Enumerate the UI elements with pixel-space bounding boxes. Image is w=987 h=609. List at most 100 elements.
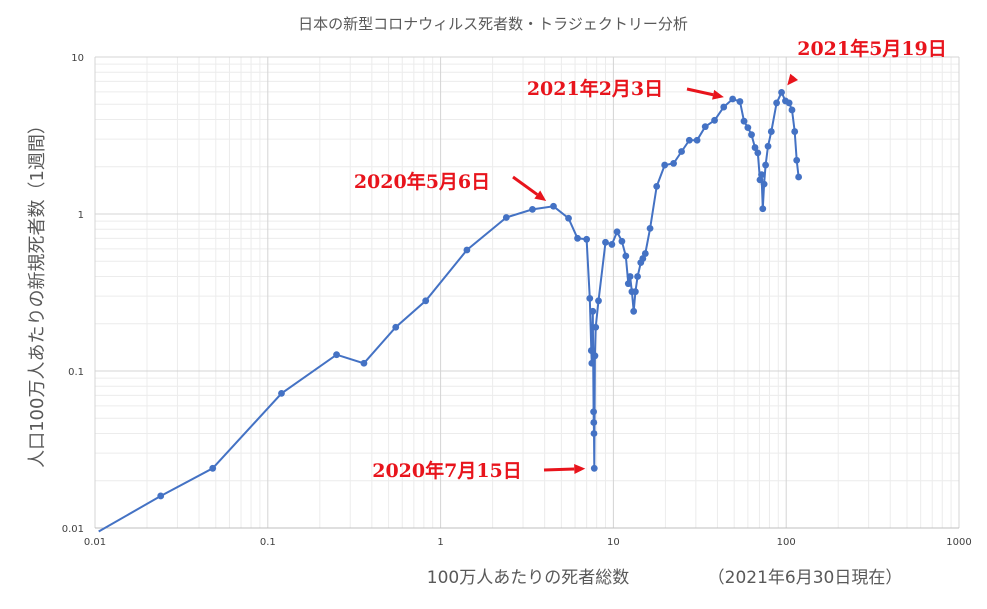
data-point: [589, 307, 597, 315]
y-tick-label: 0.1: [68, 367, 84, 378]
data-point: [751, 144, 759, 151]
data-point: [762, 161, 770, 169]
data-point: [624, 280, 632, 288]
data-point: [720, 103, 728, 111]
data-point: [590, 430, 598, 437]
data-point: [463, 246, 471, 254]
data-point: [701, 123, 709, 131]
data-point: [360, 359, 368, 367]
annotation-2020-07-15: 2020年7月15日: [372, 459, 522, 482]
data-point: [583, 235, 591, 243]
data-point: [278, 389, 285, 397]
data-point: [678, 148, 685, 155]
data-point: [626, 273, 634, 280]
data-point: [157, 492, 165, 500]
data-point: [422, 297, 430, 305]
y-tick-label: 10: [71, 53, 84, 64]
x-axis-label: 100万人あたりの死者総数: [427, 568, 629, 588]
data-point: [586, 295, 594, 302]
data-point: [791, 128, 799, 135]
y-axis-label: 人口100万人あたりの新規死者数（1週間）: [27, 116, 48, 468]
data-point: [736, 98, 744, 105]
x-tick-label: 10: [607, 537, 620, 548]
data-point: [758, 171, 765, 179]
data-point: [711, 116, 718, 124]
data-point: [653, 182, 661, 190]
data-point: [595, 297, 602, 305]
data-point: [760, 180, 768, 188]
annotation-arrows: [512, 73, 799, 474]
data-point: [661, 161, 669, 169]
data-point: [764, 142, 772, 150]
data-point: [590, 419, 598, 426]
data-point: [767, 128, 775, 135]
data-point: [590, 464, 598, 472]
annotation-2021-02-03: 2021年2月3日: [527, 77, 663, 100]
data-point: [529, 205, 536, 213]
data-point: [591, 352, 599, 360]
y-axis-ticks: 0.01 0.1 1 10: [62, 53, 84, 535]
arrow-2020-07-15-head: [574, 463, 586, 474]
gridlines: [94, 56, 960, 529]
x-tick-label: 0.1: [260, 537, 276, 548]
data-point: [608, 241, 616, 248]
data-point: [588, 359, 596, 367]
data-point: [550, 202, 557, 210]
data-point: [392, 323, 400, 331]
data-point: [592, 323, 600, 331]
y-tick-label: 1: [78, 210, 84, 221]
data-point: [773, 99, 781, 107]
data-point: [754, 149, 762, 157]
x-tick-label: 1: [437, 537, 443, 548]
data-point: [778, 89, 785, 96]
data-point: [602, 238, 609, 246]
data-point: [740, 117, 748, 125]
annotation-2021-05-19: 2021年5月19日: [797, 37, 947, 60]
data-point: [622, 252, 630, 260]
arrow-2021-05-19-head: [787, 73, 799, 86]
data-point: [574, 234, 581, 242]
data-point: [729, 95, 737, 103]
data-point: [785, 99, 793, 107]
data-point: [646, 224, 654, 232]
data-point: [795, 173, 803, 181]
x-tick-label: 100: [777, 537, 796, 548]
data-point: [631, 288, 639, 296]
data-point: [759, 205, 767, 213]
data-point: [685, 136, 693, 144]
y-tick-label: 0.01: [62, 524, 84, 535]
data-point: [756, 176, 764, 184]
arrow-2020-07-15-shaft: [543, 467, 575, 472]
data-point: [744, 124, 752, 132]
data-point: [618, 237, 626, 245]
data-point: [693, 136, 701, 144]
data-point: [630, 307, 638, 315]
series-points: [157, 89, 803, 500]
data-point: [565, 214, 572, 222]
arrow-2020-05-06-shaft: [512, 175, 539, 196]
x-tick-label: 1000: [946, 537, 971, 548]
data-point: [748, 131, 755, 139]
x-axis-note: （2021年6月30日現在）: [708, 568, 903, 588]
data-point: [502, 214, 510, 221]
data-point: [613, 228, 621, 236]
data-point: [641, 250, 649, 257]
x-tick-label: 0.01: [84, 537, 106, 548]
x-axis-ticks: 0.01 0.1 1 10 100 1000: [84, 537, 972, 548]
arrow-2020-05-06-head: [534, 190, 547, 201]
data-point: [788, 106, 796, 114]
data-point: [639, 255, 647, 262]
annotation-2020-05-06: 2020年5月6日: [354, 170, 490, 193]
arrow-2021-02-03-head: [712, 89, 724, 100]
data-point: [793, 156, 801, 164]
chart-title: 日本の新型コロナウィルス死者数・トラジェクトリー分析: [298, 15, 688, 33]
data-point: [209, 464, 217, 472]
data-point: [590, 408, 597, 416]
data-point: [333, 351, 340, 359]
data-point: [587, 347, 595, 354]
arrow-2021-02-03-shaft: [686, 87, 714, 97]
data-point: [670, 160, 677, 167]
data-point: [634, 273, 641, 280]
